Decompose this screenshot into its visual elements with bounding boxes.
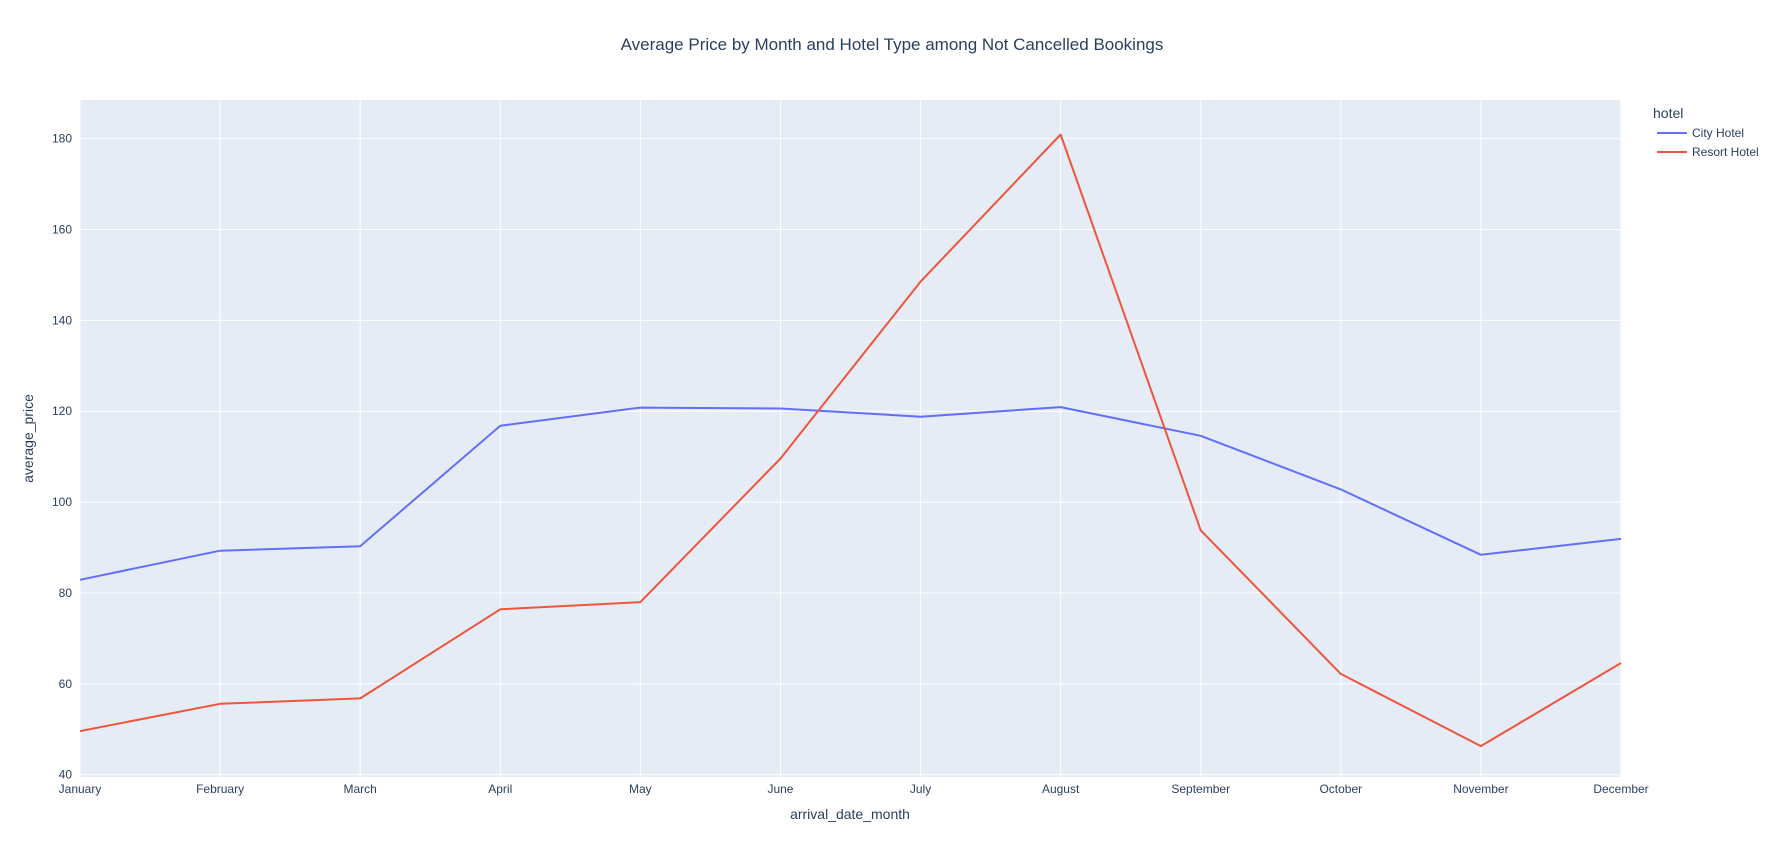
y-tick-label: 40 bbox=[59, 768, 73, 782]
plot-area bbox=[80, 100, 1621, 777]
x-tick-label: June bbox=[767, 782, 793, 796]
x-tick-label: July bbox=[910, 782, 931, 796]
y-tick-label: 120 bbox=[52, 404, 72, 418]
series-line-resort-hotel bbox=[79, 133, 1622, 748]
legend-label: City Hotel bbox=[1692, 126, 1744, 140]
chart-title: Average Price by Month and Hotel Type am… bbox=[621, 35, 1164, 54]
legend-title: hotel bbox=[1653, 105, 1683, 121]
x-tick-label: February bbox=[196, 782, 244, 796]
legend-item-resort-hotel[interactable]: Resort Hotel bbox=[1657, 145, 1759, 159]
y-axis-title: average_price bbox=[20, 394, 36, 483]
x-tick-label: August bbox=[1042, 782, 1080, 796]
y-tick-label: 140 bbox=[52, 313, 72, 327]
legend-item-city-hotel[interactable]: City Hotel bbox=[1657, 126, 1744, 140]
y-tick-label: 60 bbox=[59, 677, 73, 691]
x-tick-label: March bbox=[344, 782, 377, 796]
x-tick-label: September bbox=[1171, 782, 1230, 796]
y-tick-labels: 40 60 80 100 120 140 160 180 bbox=[52, 132, 72, 782]
x-tick-label: January bbox=[59, 782, 102, 796]
legend-label: Resort Hotel bbox=[1692, 145, 1759, 159]
y-tick-label: 160 bbox=[52, 222, 72, 236]
x-tick-label: November bbox=[1453, 782, 1508, 796]
series-line-city-hotel bbox=[79, 406, 1622, 581]
y-tick-label: 80 bbox=[59, 586, 73, 600]
x-tick-label: December bbox=[1593, 782, 1648, 796]
legend: hotel City Hotel Resort Hotel bbox=[1653, 105, 1759, 159]
x-tick-label: April bbox=[488, 782, 512, 796]
y-tick-label: 180 bbox=[52, 132, 72, 146]
legend-items: City Hotel Resort Hotel bbox=[1657, 126, 1759, 159]
y-gridlines bbox=[80, 138, 1621, 776]
series-lines bbox=[79, 133, 1622, 748]
x-axis-title: arrival_date_month bbox=[790, 806, 910, 822]
x-tick-label: October bbox=[1319, 782, 1362, 796]
x-gridlines bbox=[79, 100, 1622, 777]
y-tick-label: 100 bbox=[52, 495, 72, 509]
x-tick-label: May bbox=[629, 782, 652, 796]
x-tick-labels: January February March April May June July Augu… bbox=[59, 782, 1649, 796]
